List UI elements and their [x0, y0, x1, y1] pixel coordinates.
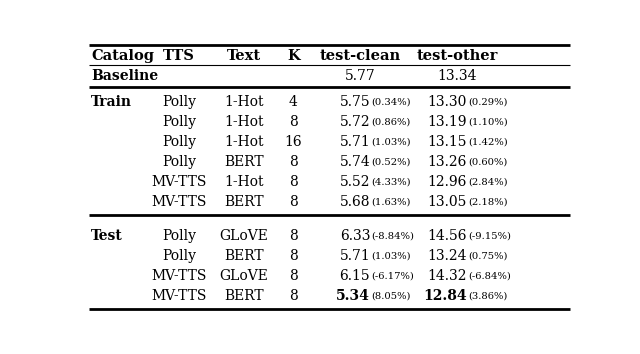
- Text: 8: 8: [289, 269, 298, 283]
- Text: MV-TTS: MV-TTS: [152, 175, 207, 189]
- Text: TTS: TTS: [163, 48, 195, 63]
- Text: Text: Text: [227, 48, 260, 63]
- Text: 5.72: 5.72: [340, 115, 370, 129]
- Text: 5.34: 5.34: [336, 289, 370, 303]
- Text: (1.63%): (1.63%): [372, 198, 411, 206]
- Text: 8: 8: [289, 249, 298, 263]
- Text: 5.75: 5.75: [340, 96, 370, 109]
- Text: 13.34: 13.34: [437, 69, 477, 83]
- Text: (3.86%): (3.86%): [468, 291, 508, 300]
- Text: 12.84: 12.84: [423, 289, 467, 303]
- Text: test-other: test-other: [416, 48, 498, 63]
- Text: 5.52: 5.52: [340, 175, 370, 189]
- Text: 8: 8: [289, 289, 298, 303]
- Text: 5.68: 5.68: [340, 195, 370, 209]
- Text: K: K: [287, 48, 300, 63]
- Text: Polly: Polly: [162, 135, 196, 149]
- Text: BERT: BERT: [224, 195, 264, 209]
- Text: Train: Train: [91, 96, 132, 109]
- Text: Polly: Polly: [162, 229, 196, 243]
- Text: 4: 4: [289, 96, 298, 109]
- Text: 13.15: 13.15: [428, 135, 467, 149]
- Text: (1.10%): (1.10%): [468, 118, 508, 127]
- Text: GLoVE: GLoVE: [220, 269, 268, 283]
- Text: (1.03%): (1.03%): [372, 138, 412, 147]
- Text: (0.52%): (0.52%): [372, 158, 411, 167]
- Text: 13.19: 13.19: [428, 115, 467, 129]
- Text: MV-TTS: MV-TTS: [152, 269, 207, 283]
- Text: Catalog: Catalog: [91, 48, 154, 63]
- Text: Polly: Polly: [162, 249, 196, 263]
- Text: (2.18%): (2.18%): [468, 198, 508, 206]
- Text: 8: 8: [289, 175, 298, 189]
- Text: 5.74: 5.74: [339, 155, 370, 169]
- Text: (-6.17%): (-6.17%): [372, 271, 415, 280]
- Text: 1-Hot: 1-Hot: [224, 175, 264, 189]
- Text: (-9.15%): (-9.15%): [468, 232, 511, 240]
- Text: Baseline: Baseline: [91, 69, 158, 83]
- Text: 5.77: 5.77: [345, 69, 376, 83]
- Text: Polly: Polly: [162, 115, 196, 129]
- Text: 14.56: 14.56: [428, 229, 467, 243]
- Text: 13.30: 13.30: [428, 96, 467, 109]
- Text: (0.60%): (0.60%): [468, 158, 508, 167]
- Text: MV-TTS: MV-TTS: [152, 289, 207, 303]
- Text: (2.84%): (2.84%): [468, 178, 508, 187]
- Text: 6.15: 6.15: [340, 269, 370, 283]
- Text: (-8.84%): (-8.84%): [372, 232, 415, 240]
- Text: (-6.84%): (-6.84%): [468, 271, 511, 280]
- Text: (0.29%): (0.29%): [468, 98, 508, 107]
- Text: 1-Hot: 1-Hot: [224, 96, 264, 109]
- Text: 12.96: 12.96: [428, 175, 467, 189]
- Text: (8.05%): (8.05%): [372, 291, 411, 300]
- Text: 6.33: 6.33: [340, 229, 370, 243]
- Text: 8: 8: [289, 155, 298, 169]
- Text: 1-Hot: 1-Hot: [224, 115, 264, 129]
- Text: 8: 8: [289, 229, 298, 243]
- Text: Test: Test: [91, 229, 123, 243]
- Text: BERT: BERT: [224, 289, 264, 303]
- Text: (4.33%): (4.33%): [372, 178, 412, 187]
- Text: 13.24: 13.24: [428, 249, 467, 263]
- Text: (1.03%): (1.03%): [372, 251, 412, 261]
- Text: Polly: Polly: [162, 96, 196, 109]
- Text: (1.42%): (1.42%): [468, 138, 508, 147]
- Text: BERT: BERT: [224, 249, 264, 263]
- Text: test-clean: test-clean: [319, 48, 401, 63]
- Text: Polly: Polly: [162, 155, 196, 169]
- Text: GLoVE: GLoVE: [220, 229, 268, 243]
- Text: BERT: BERT: [224, 155, 264, 169]
- Text: 1-Hot: 1-Hot: [224, 135, 264, 149]
- Text: 8: 8: [289, 195, 298, 209]
- Text: 16: 16: [284, 135, 302, 149]
- Text: 5.71: 5.71: [339, 249, 370, 263]
- Text: 5.71: 5.71: [339, 135, 370, 149]
- Text: 14.32: 14.32: [428, 269, 467, 283]
- Text: 13.05: 13.05: [428, 195, 467, 209]
- Text: 8: 8: [289, 115, 298, 129]
- Text: 13.26: 13.26: [428, 155, 467, 169]
- Text: MV-TTS: MV-TTS: [152, 195, 207, 209]
- Text: (0.86%): (0.86%): [372, 118, 411, 127]
- Text: (0.75%): (0.75%): [468, 251, 508, 261]
- Text: (0.34%): (0.34%): [372, 98, 412, 107]
